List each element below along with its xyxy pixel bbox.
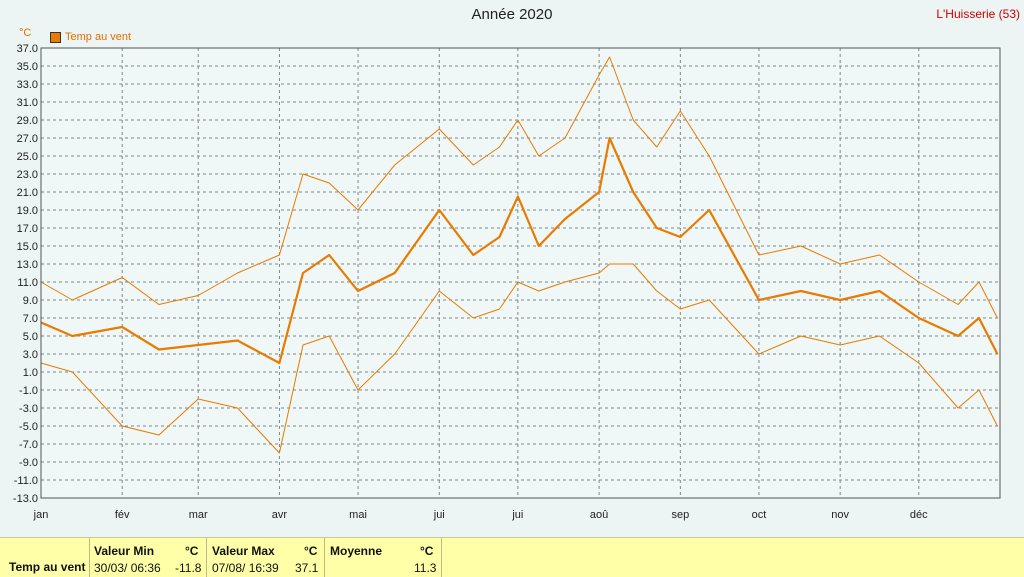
stats-separator bbox=[89, 538, 90, 577]
y-tick-label: -3.0 bbox=[19, 403, 38, 415]
y-tick-label: -11.0 bbox=[14, 475, 38, 487]
stats-min-header: Valeur Min bbox=[94, 544, 155, 558]
x-tick-label: sep bbox=[671, 509, 689, 521]
y-tick-label: 5.0 bbox=[23, 331, 38, 343]
stats-min-unit: °C bbox=[185, 544, 199, 558]
station-name: L'Huisserie (53) bbox=[936, 7, 1020, 21]
y-tick-label: 31.0 bbox=[17, 97, 38, 109]
y-tick-label: 25.0 bbox=[17, 151, 38, 163]
y-tick-label: 1.0 bbox=[23, 367, 38, 379]
plot-area bbox=[40, 47, 1001, 499]
y-tick-label: 23.0 bbox=[17, 169, 38, 181]
stats-panel: Temp au vent Valeur Min °C 30/03/ 06:36 … bbox=[0, 537, 1024, 577]
y-tick-label: 13.0 bbox=[17, 259, 38, 271]
y-axis-unit: °C bbox=[19, 27, 32, 39]
y-tick-label: 27.0 bbox=[17, 133, 38, 145]
y-tick-label: 7.0 bbox=[23, 313, 38, 325]
y-tick-label: 19.0 bbox=[17, 205, 38, 217]
x-tick-label: nov bbox=[831, 509, 849, 521]
chart-legend: Temp au vent bbox=[50, 31, 131, 43]
stats-mean-value: 11.3 bbox=[414, 561, 437, 575]
y-tick-label: 11.0 bbox=[17, 277, 38, 289]
y-tick-label: -5.0 bbox=[19, 421, 38, 433]
series-line-mean bbox=[40, 136, 999, 365]
y-tick-labels: 37.0 35.0 33.0 31.0 29.0 27.0 25.0 23.0 21.0 19.0… bbox=[13, 43, 38, 505]
series-line-max bbox=[40, 56, 998, 319]
legend-label: Temp au vent bbox=[65, 31, 132, 43]
y-tick-label: 21.0 bbox=[17, 187, 38, 199]
x-tick-label: aoû bbox=[590, 509, 608, 521]
stats-min-value: -11.8 bbox=[175, 561, 202, 575]
x-tick-label: avr bbox=[272, 509, 288, 521]
plot-border bbox=[40, 47, 1001, 499]
y-tick-label: -1.0 bbox=[19, 385, 38, 397]
y-tick-label: -9.0 bbox=[19, 457, 38, 469]
y-tick-label: -7.0 bbox=[19, 439, 38, 451]
stats-separator bbox=[324, 538, 325, 577]
stats-mean-unit: °C bbox=[420, 544, 434, 558]
temperature-chart: 37.0 35.0 33.0 31.0 29.0 27.0 25.0 23.0 21.0 19.0… bbox=[13, 43, 1001, 521]
x-tick-label: jan bbox=[33, 509, 49, 521]
x-tick-label: jui bbox=[433, 509, 445, 521]
y-tick-label: 15.0 bbox=[17, 241, 38, 253]
y-tick-label: 37.0 bbox=[17, 43, 38, 55]
stats-min-time: 30/03/ 06:36 bbox=[94, 561, 161, 575]
y-tick-label: 9.0 bbox=[23, 295, 38, 307]
y-tick-label: 33.0 bbox=[17, 79, 38, 91]
stats-max-unit: °C bbox=[304, 544, 318, 558]
y-tick-label: 17.0 bbox=[17, 223, 38, 235]
y-tick-label: -13.0 bbox=[13, 493, 38, 505]
series-line-min bbox=[40, 263, 998, 454]
stats-series-label: Temp au vent bbox=[9, 560, 86, 574]
x-tick-label: fév bbox=[115, 509, 130, 521]
y-tick-label: 29.0 bbox=[17, 115, 38, 127]
x-tick-label: oct bbox=[752, 509, 767, 521]
x-tick-label: mar bbox=[189, 509, 208, 521]
stats-max-value: 37.1 bbox=[295, 561, 319, 575]
stats-separator bbox=[441, 538, 442, 577]
x-tick-labels: jan fév mar avr mai jui jui aoû sep oct nov déc bbox=[33, 509, 928, 521]
y-tick-label: 3.0 bbox=[23, 349, 38, 361]
x-tick-label: déc bbox=[910, 509, 928, 521]
stats-separator bbox=[206, 538, 207, 577]
stats-max-time: 07/08/ 16:39 bbox=[212, 561, 279, 575]
y-tick-label: 35.0 bbox=[17, 61, 38, 73]
chart-title: Année 2020 bbox=[471, 6, 553, 23]
stats-mean-header: Moyenne bbox=[330, 544, 383, 558]
stats-max-header: Valeur Max bbox=[212, 544, 275, 558]
series-lines bbox=[40, 56, 999, 454]
x-tick-label: jui bbox=[511, 509, 523, 521]
x-tick-label: mai bbox=[349, 509, 367, 521]
legend-swatch bbox=[50, 31, 61, 43]
